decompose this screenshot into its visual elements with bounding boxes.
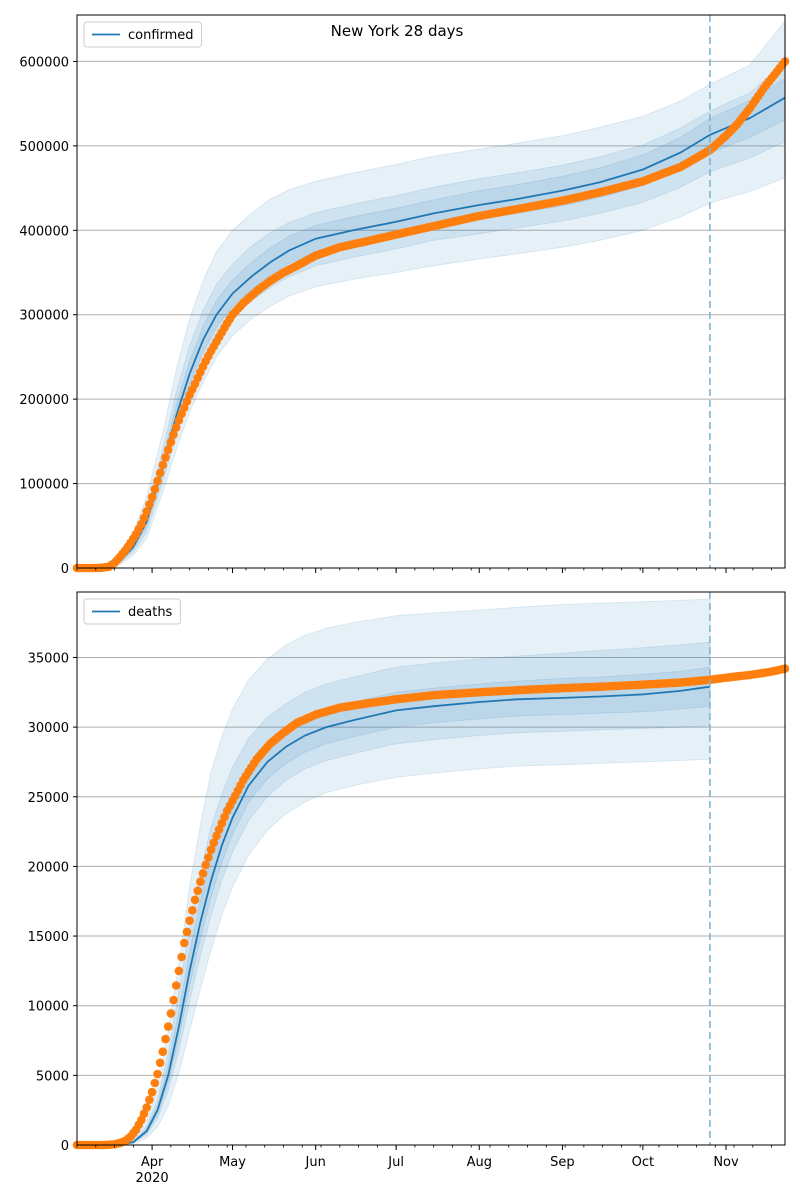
y-tick-label: 10000 [28,1000,69,1015]
observed-point [166,437,176,447]
y-tick-label: 0 [61,1139,69,1154]
observed-point [196,877,205,886]
observed-point [147,1087,157,1097]
observed-point [206,845,216,854]
observed-point [161,1034,170,1044]
legend-label: deaths [128,605,173,620]
observed-point [182,927,192,937]
observed-point [171,423,181,432]
y-tick-label: 25000 [28,791,69,806]
observed-point [198,869,208,878]
y-tick-label: 300000 [19,309,69,324]
observed-point [188,906,197,915]
x-tick-label: Apr [141,1155,164,1170]
observed-point [193,886,202,896]
observed-point [177,952,186,962]
y-tick-label: 100000 [19,478,69,493]
y-tick-label: 500000 [19,140,69,155]
y-tick-label: 600000 [19,55,69,70]
observed-point [174,966,184,976]
y-tick-label: 400000 [19,224,69,239]
observed-point [153,476,162,486]
observed-point [155,1058,165,1068]
legend-box [83,21,203,48]
observed-point [147,492,157,502]
observed-point [190,895,200,905]
x-tick-label: Sep [550,1155,575,1170]
y-tick-label: 20000 [28,860,69,875]
observed-point [145,500,154,509]
observed-point [180,938,189,948]
x-tick-label: Nov [713,1155,739,1170]
observed-point [145,1095,154,1104]
observed-point [169,430,178,439]
observed-point [158,460,168,470]
observed-point [163,1022,173,1031]
y-tick-label: 35000 [28,651,69,666]
y-tick-label: 30000 [28,721,69,736]
y-tick-label: 0 [61,562,69,577]
observed-point [158,1047,168,1056]
observed-point [171,981,181,990]
observed-point [155,468,165,478]
x-year-label: 2020 [136,1171,169,1186]
observed-point [150,484,160,494]
legend-box [83,598,181,625]
model-line [76,685,711,1146]
observed-point [161,453,170,462]
y-tick-label: 5000 [36,1069,69,1084]
y-tick-label: 15000 [28,930,69,945]
x-tick-label: Aug [467,1155,492,1170]
x-tick-label: May [219,1155,246,1170]
observed-point [209,838,219,847]
observed-point [185,916,194,925]
axes-frame [76,591,786,1146]
observed-point [169,995,178,1005]
x-tick-label: Jun [305,1155,326,1170]
y-tick-label: 200000 [19,393,69,408]
observed-point [153,1069,162,1079]
observed-point [150,1078,160,1088]
observed-point [142,507,151,516]
observed-point [142,1103,151,1112]
observed-point [163,445,173,455]
x-tick-label: Oct [632,1155,654,1170]
observed-point [201,860,210,870]
chart-title: New York 28 days [331,22,464,40]
observed-point [204,853,213,862]
confirmed-panel: 0 100000 200000 300000 400000 500000 600000 con… [19,14,790,577]
x-tick-label: Jul [387,1155,404,1170]
legend-label: confirmed [128,28,194,43]
observed-point [166,1009,176,1018]
deaths-panel: 0 5000 10000 15000 20000 25000 30000 35000 Apr Ma… [28,591,790,1186]
axes-frame [76,14,786,569]
